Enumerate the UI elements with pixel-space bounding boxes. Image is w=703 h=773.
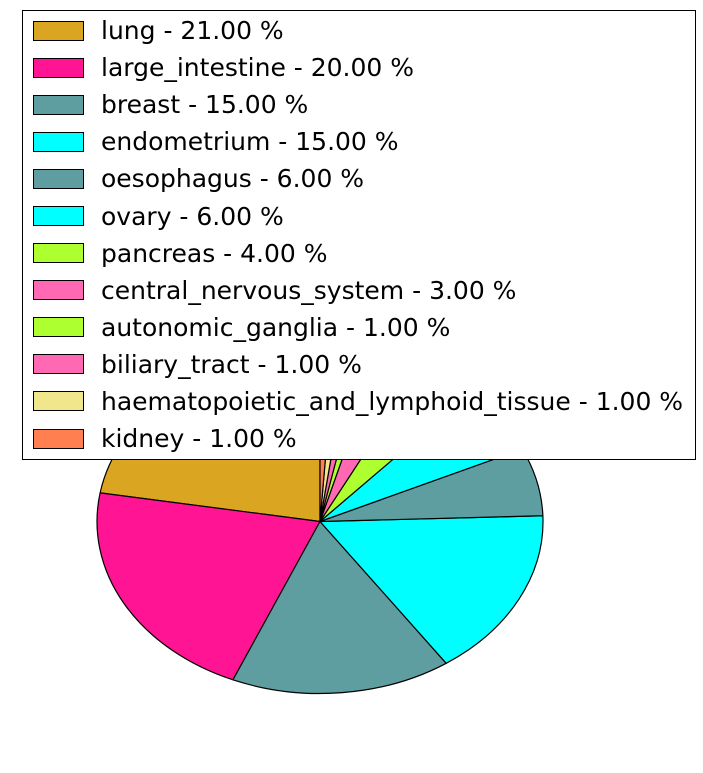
legend-item-biliary_tract: biliary_tract - 1.00 % (23, 346, 695, 383)
legend-swatch-central_nervous_system (33, 280, 84, 301)
legend-swatch-lung (33, 20, 84, 41)
legend-item-autonomic_ganglia: autonomic_ganglia - 1.00 % (23, 309, 695, 346)
pie-slice-endometrium (319, 515, 544, 664)
legend-item-oesophagus: oesophagus - 6.00 % (23, 160, 695, 197)
legend-item-pancreas: pancreas - 4.00 % (23, 235, 695, 272)
legend-swatch-breast (33, 94, 84, 115)
legend-label-ovary: ovary - 6.00 % (101, 201, 284, 231)
legend-swatch-kidney (33, 428, 84, 449)
legend-label-biliary_tract: biliary_tract - 1.00 % (101, 349, 362, 379)
legend-item-haematopoietic_and_lymphoid_tissue: haematopoietic_and_lymphoid_tissue - 1.0… (23, 383, 695, 420)
legend-swatch-ovary (33, 206, 84, 227)
legend-label-autonomic_ganglia: autonomic_ganglia - 1.00 % (101, 312, 451, 342)
legend-item-endometrium: endometrium - 15.00 % (23, 123, 695, 160)
legend-item-ovary: ovary - 6.00 % (23, 197, 695, 234)
legend-swatch-endometrium (33, 131, 84, 152)
legend-swatch-haematopoietic_and_lymphoid_tissue (33, 391, 84, 412)
legend-label-central_nervous_system: central_nervous_system - 3.00 % (101, 275, 517, 305)
legend-label-endometrium: endometrium - 15.00 % (101, 127, 399, 157)
pie-slice-large_intestine (96, 492, 321, 681)
legend: lung - 21.00 % large_intestine - 20.00 % b… (22, 10, 696, 460)
legend-swatch-pancreas (33, 243, 84, 264)
pie-slice-breast (232, 520, 447, 695)
legend-label-haematopoietic_and_lymphoid_tissue: haematopoietic_and_lymphoid_tissue - 1.0… (101, 386, 684, 416)
legend-label-oesophagus: oesophagus - 6.00 % (101, 164, 365, 194)
legend-label-breast: breast - 15.00 % (101, 90, 309, 120)
legend-swatch-large_intestine (33, 57, 84, 78)
legend-swatch-oesophagus (33, 168, 84, 189)
legend-label-pancreas: pancreas - 4.00 % (101, 238, 328, 268)
legend-item-central_nervous_system: central_nervous_system - 3.00 % (23, 272, 695, 309)
legend-swatch-biliary_tract (33, 354, 84, 375)
legend-label-lung: lung - 21.00 % (101, 16, 284, 46)
legend-label-kidney: kidney - 1.00 % (101, 424, 297, 454)
legend-swatch-autonomic_ganglia (33, 317, 84, 338)
legend-item-breast: breast - 15.00 % (23, 86, 695, 123)
legend-label-large_intestine: large_intestine - 20.00 % (101, 53, 415, 83)
legend-item-kidney: kidney - 1.00 % (23, 420, 695, 457)
legend-item-large_intestine: large_intestine - 20.00 % (23, 49, 695, 86)
legend-item-lung: lung - 21.00 % (23, 12, 695, 49)
